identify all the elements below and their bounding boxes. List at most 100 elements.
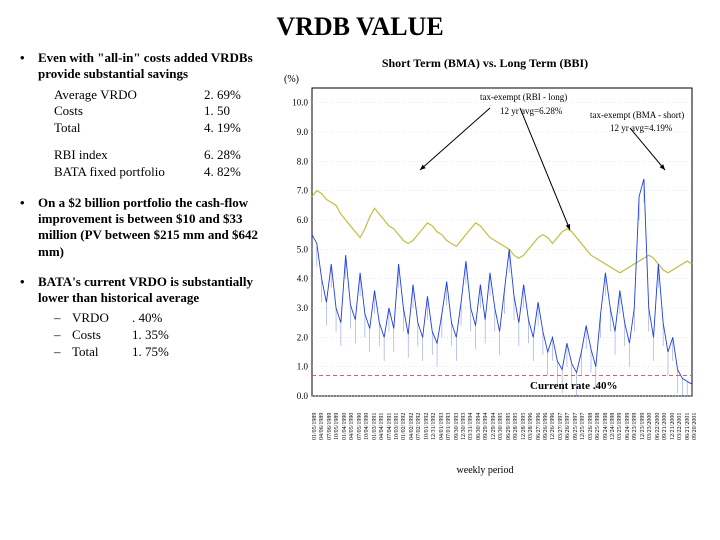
- svg-text:6.0: 6.0: [297, 215, 309, 225]
- dash-item: –Costs1. 35%: [54, 327, 264, 344]
- xtick-label: 04/05/1990: [349, 413, 355, 440]
- xtick-label: 04/01/1993: [439, 413, 445, 440]
- main-content: • Even with "all-in" costs added VRDBs p…: [0, 50, 720, 490]
- bullet-mark: •: [20, 274, 38, 307]
- xtick-label: 06/30/1994: [476, 413, 482, 440]
- bullet-1: • Even with "all-in" costs added VRDBs p…: [20, 50, 264, 181]
- svg-text:1.0: 1.0: [297, 362, 309, 372]
- sub-item-label: BATA fixed portfolio: [54, 164, 165, 181]
- xtick-label: 12/31/1992: [431, 413, 437, 440]
- xtick-label: 10/05/1989: [334, 413, 340, 440]
- xtick-label: 06/25/1998: [595, 413, 601, 440]
- xtick-label: 10/01/1992: [424, 413, 430, 440]
- svg-text:8.0: 8.0: [297, 156, 309, 166]
- chart-container: Short Term (BMA) vs. Long Term (BBI) (%)…: [270, 50, 700, 480]
- sub-item-value: 1. 50: [204, 103, 264, 120]
- chart-annot-4: 12 yr avg=4.19%: [610, 123, 672, 133]
- dash-item-value: 1. 75%: [132, 344, 169, 361]
- dash-item-value: 1. 35%: [132, 327, 169, 344]
- sub-item-value: 6. 28%: [204, 147, 264, 164]
- dash-mark: –: [54, 327, 72, 344]
- xtick-label: 10/04/1990: [364, 413, 370, 440]
- dash-mark: –: [54, 310, 72, 327]
- xtick-label: 06/22/2000: [655, 413, 661, 440]
- chart-annot-3: tax-exempt (BMA - short): [590, 110, 684, 120]
- dash-item-label: VRDO: [72, 310, 132, 327]
- xtick-label: 10/03/1991: [394, 413, 400, 440]
- xtick-label: 06/26/1997: [565, 413, 571, 440]
- sub-item: Costs 1. 50: [54, 103, 264, 120]
- xtick-label: 12/30/1993: [461, 413, 467, 440]
- bullet-mark: •: [20, 195, 38, 260]
- svg-text:7.0: 7.0: [297, 186, 309, 196]
- xtick-label: 04/06/1989: [319, 413, 325, 440]
- dash-item-label: Costs: [72, 327, 132, 344]
- bullet-2: • On a $2 billion portfolio the cash-flo…: [20, 195, 264, 260]
- sub-item-label: Total: [54, 120, 81, 137]
- sub-item: RBI index 6. 28%: [54, 147, 264, 164]
- xtick-label: 01/03/1991: [372, 413, 378, 440]
- dash-item-value: . 40%: [132, 310, 162, 327]
- xtick-label: 09/26/1996: [543, 413, 549, 440]
- xtick-label: 07/04/1991: [387, 413, 393, 440]
- svg-text:10.0: 10.0: [292, 98, 308, 108]
- sub-item-label: RBI index: [54, 147, 108, 164]
- xtick-label: 04/04/1991: [379, 413, 385, 440]
- xtick-label: 09/23/1999: [632, 413, 638, 440]
- svg-text:4.0: 4.0: [297, 274, 309, 284]
- xtick-label: 06/21/2001: [685, 413, 691, 440]
- dash-item: –VRDO. 40%: [54, 310, 264, 327]
- svg-text:5.0: 5.0: [297, 244, 309, 254]
- bullet-mark: •: [20, 50, 38, 83]
- dash-mark: –: [54, 344, 72, 361]
- sub-item-label: Average VRDO: [54, 87, 137, 104]
- bullet-3: • BATA's current VRDO is substantially l…: [20, 274, 264, 361]
- xtick-label: 01/04/1990: [342, 413, 348, 440]
- bullet-1-group1: Average VRDO2. 69%Costs 1. 50 Total 4. 19%: [54, 87, 264, 138]
- svg-text:0.0: 0.0: [297, 391, 309, 401]
- chart-current-rate: Current rate .40%: [530, 380, 617, 392]
- xtick-label: 12/25/1997: [580, 413, 586, 440]
- xtick-label: 06/24/1999: [625, 413, 631, 440]
- xtick-label: 09/29/1994: [483, 413, 489, 440]
- xtick-label: 09/20/2001: [692, 413, 698, 440]
- chart-annot-2: 12 yr avg=6.28%: [500, 106, 562, 116]
- xtick-label: 03/31/1994: [468, 413, 474, 440]
- xtick-label: 12/23/1999: [640, 413, 646, 440]
- sub-item: Average VRDO2. 69%: [54, 87, 264, 104]
- xtick-label: 09/24/1998: [603, 413, 609, 440]
- xtick-label: 04/02/1992: [409, 413, 415, 440]
- sub-item: BATA fixed portfolio4. 82%: [54, 164, 264, 181]
- xtick-label: 03/27/1997: [558, 413, 564, 440]
- svg-text:9.0: 9.0: [297, 127, 309, 137]
- xtick-label: 01/02/1992: [401, 413, 407, 440]
- sub-item-label: Costs: [54, 103, 83, 120]
- xtick-label: 07/05/1990: [357, 413, 363, 440]
- xtick-label: 07/01/1993: [446, 413, 452, 440]
- sub-item-value: 4. 19%: [204, 120, 264, 137]
- chart-annot-1: tax-exempt (RBI - long): [480, 92, 567, 102]
- chart-y-label: (%): [284, 74, 299, 85]
- xtick-label: 03/22/2001: [677, 413, 683, 440]
- bullet-1-text: Even with "all-in" costs added VRDBs pro…: [38, 50, 264, 83]
- svg-text:2.0: 2.0: [297, 332, 309, 342]
- dash-item-label: Total: [72, 344, 132, 361]
- bullet-3-items: –VRDO. 40%–Costs1. 35%–Total1. 75%: [54, 310, 264, 361]
- xtick-label: 06/27/1996: [536, 413, 542, 440]
- xtick-label: 07/06/1989: [327, 413, 333, 440]
- xtick-label: 12/26/1996: [550, 413, 556, 440]
- xtick-label: 09/28/1995: [513, 413, 519, 440]
- xtick-label: 09/21/2000: [662, 413, 668, 440]
- right-column: Short Term (BMA) vs. Long Term (BBI) (%)…: [270, 50, 710, 480]
- xtick-label: 09/25/1997: [573, 413, 579, 440]
- chart-title: Short Term (BMA) vs. Long Term (BBI): [270, 56, 700, 71]
- xtick-label: 03/26/1998: [588, 413, 594, 440]
- xtick-label: 03/28/1996: [528, 413, 534, 440]
- sub-item: Total 4. 19%: [54, 120, 264, 137]
- xtick-label: 03/30/1995: [498, 413, 504, 440]
- bullet-1-group2: RBI index 6. 28%BATA fixed portfolio4. 82…: [54, 147, 264, 181]
- xtick-label: 12/28/1995: [521, 413, 527, 440]
- page-title: VRDB VALUE: [0, 0, 720, 50]
- bullet-3-text: BATA's current VRDO is substantially low…: [38, 274, 264, 307]
- svg-text:3.0: 3.0: [297, 303, 309, 313]
